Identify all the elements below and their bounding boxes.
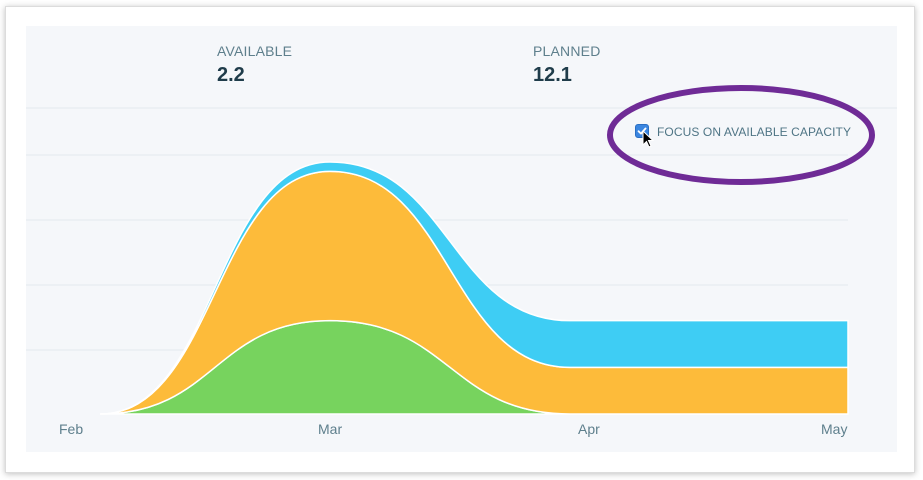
mouse-cursor-icon xyxy=(642,130,655,148)
available-label: AVAILABLE xyxy=(217,43,293,59)
planned-value: 12.1 xyxy=(533,64,572,86)
chart-areas xyxy=(99,161,849,415)
x-tick-label: Mar xyxy=(318,421,343,437)
x-tick-label: Feb xyxy=(59,421,84,437)
available-value: 2.2 xyxy=(217,64,245,86)
focus-capacity-label[interactable]: FOCUS ON AVAILABLE CAPACITY xyxy=(657,125,852,139)
area-series xyxy=(99,161,849,415)
x-tick-label: Apr xyxy=(578,421,600,437)
planned-label: PLANNED xyxy=(533,43,601,59)
x-tick-label: May xyxy=(821,421,848,437)
